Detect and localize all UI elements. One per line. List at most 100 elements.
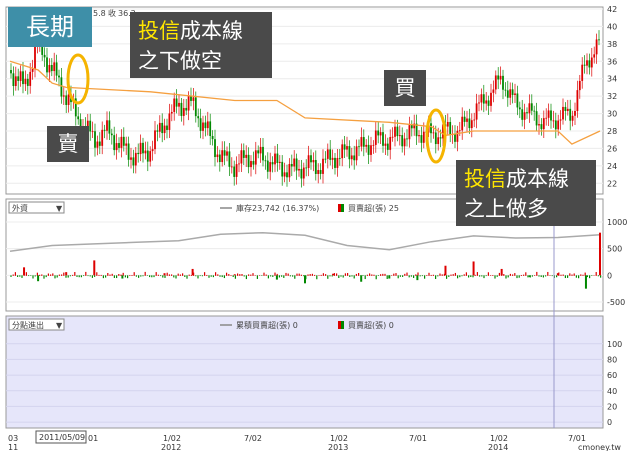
price-candle [497,75,500,80]
netbuy-minor-bar [261,275,263,276]
netbuy-minor-bar [58,274,60,276]
x-tick-2013-07: 7/01 [409,434,427,443]
branch-legend-bar-swatch-green [341,321,344,329]
netbuy-minor-bar [164,275,166,278]
netbuy-minor-bar [228,274,230,276]
price-candle [389,137,392,150]
netbuy-minor-bar [496,275,498,277]
price-candle [192,97,195,101]
price-y-tick-label: 42 [607,5,617,14]
netbuy-bar [37,275,40,282]
price-candle [398,135,401,137]
price-candle [65,95,68,105]
price-candle [130,157,132,160]
netbuy-minor-bar [320,274,322,276]
netbuy-minor-bar [241,274,243,276]
price-candle [235,164,238,177]
branch-selector[interactable] [8,318,65,331]
netbuy-minor-bar [111,273,113,276]
price-candle [581,64,584,81]
price-candle [554,120,557,130]
price-candle [43,54,46,58]
netbuy-minor-bar [254,275,256,276]
netbuy-minor-bar [186,275,188,279]
price-candle [338,157,341,159]
netbuy-minor-bar [105,275,107,278]
netbuy-minor-bar [300,274,302,276]
price-candle [547,110,550,118]
price-candle [394,126,396,137]
netbuy-minor-bar [149,275,151,278]
netbuy-minor-bar [468,275,470,278]
price-candle [293,158,296,167]
netbuy-minor-bar [600,275,602,278]
price-candle [202,122,204,131]
netbuy-minor-bar [177,273,179,276]
branch-legend-bar-swatch-red [338,321,341,329]
netbuy-minor-bar [120,274,122,276]
annotation-bottom-highlight: 投信 [464,167,506,191]
netbuy-minor-bar [573,273,575,276]
netbuy-minor-bar [586,275,588,278]
price-candle [283,172,286,177]
netbuy-minor-bar [212,275,214,278]
price-candle [578,80,581,91]
netbuy-minor-bar [457,275,459,279]
netbuy-minor-bar [206,274,208,276]
price-candle [569,108,572,121]
netbuy-minor-bar [371,274,373,276]
price-candle [478,102,480,104]
netbuy-minor-bar [184,275,186,277]
price-candle [559,119,562,121]
price-candle [377,130,380,136]
foreign-y-tick-label: -500 [607,298,625,307]
x-tick-2012-01: 1/02 [163,434,181,443]
price-y-tick-label: 36 [607,57,617,66]
price-candle [331,157,334,160]
price-candle [194,97,197,117]
netbuy-minor-bar [47,273,49,276]
netbuy-minor-bar [107,272,109,276]
netbuy-minor-bar [397,275,399,279]
netbuy-minor-bar [50,274,52,276]
price-candle [586,60,588,66]
branch-y-tick-label: 40 [607,387,617,396]
price-candle [185,107,188,111]
price-candle [384,143,387,146]
netbuy-minor-bar [463,274,465,276]
netbuy-minor-bar [34,275,36,277]
netbuy-minor-bar [492,275,494,276]
netbuy-minor-bar [542,275,544,278]
netbuy-minor-bar [39,274,41,276]
holding-line [9,231,601,253]
price-candle [482,94,485,104]
netbuy-minor-bar [10,275,12,277]
price-candle [31,68,34,72]
foreign-selector[interactable] [8,201,65,214]
netbuy-bar [332,273,335,276]
netbuy-minor-bar [399,275,401,277]
netbuy-minor-bar [263,272,265,276]
netbuy-minor-bar [591,275,593,276]
netbuy-minor-bar [89,275,91,277]
netbuy-minor-bar [481,275,483,277]
branch-y-tick-label: 0 [607,418,612,427]
netbuy-minor-bar [199,275,201,277]
price-candle [439,137,442,139]
price-candle [214,139,216,158]
foreign-y-tick-label: 500 [607,245,622,254]
netbuy-minor-bar [472,275,474,278]
price-candle [96,141,99,148]
netbuy-minor-bar [311,273,313,276]
netbuy-minor-bar [14,272,16,276]
netbuy-minor-bar [487,272,489,276]
price-candle [50,64,53,72]
annotation-top-box: 投信成本線 之下做空 [130,12,272,78]
price-candle [14,76,17,87]
price-candle [449,121,452,135]
netbuy-minor-bar [94,275,96,277]
netbuy-minor-bar [221,275,223,278]
netbuy-minor-bar [283,275,285,278]
netbuy-minor-bar [483,275,485,279]
price-candle [29,71,32,86]
